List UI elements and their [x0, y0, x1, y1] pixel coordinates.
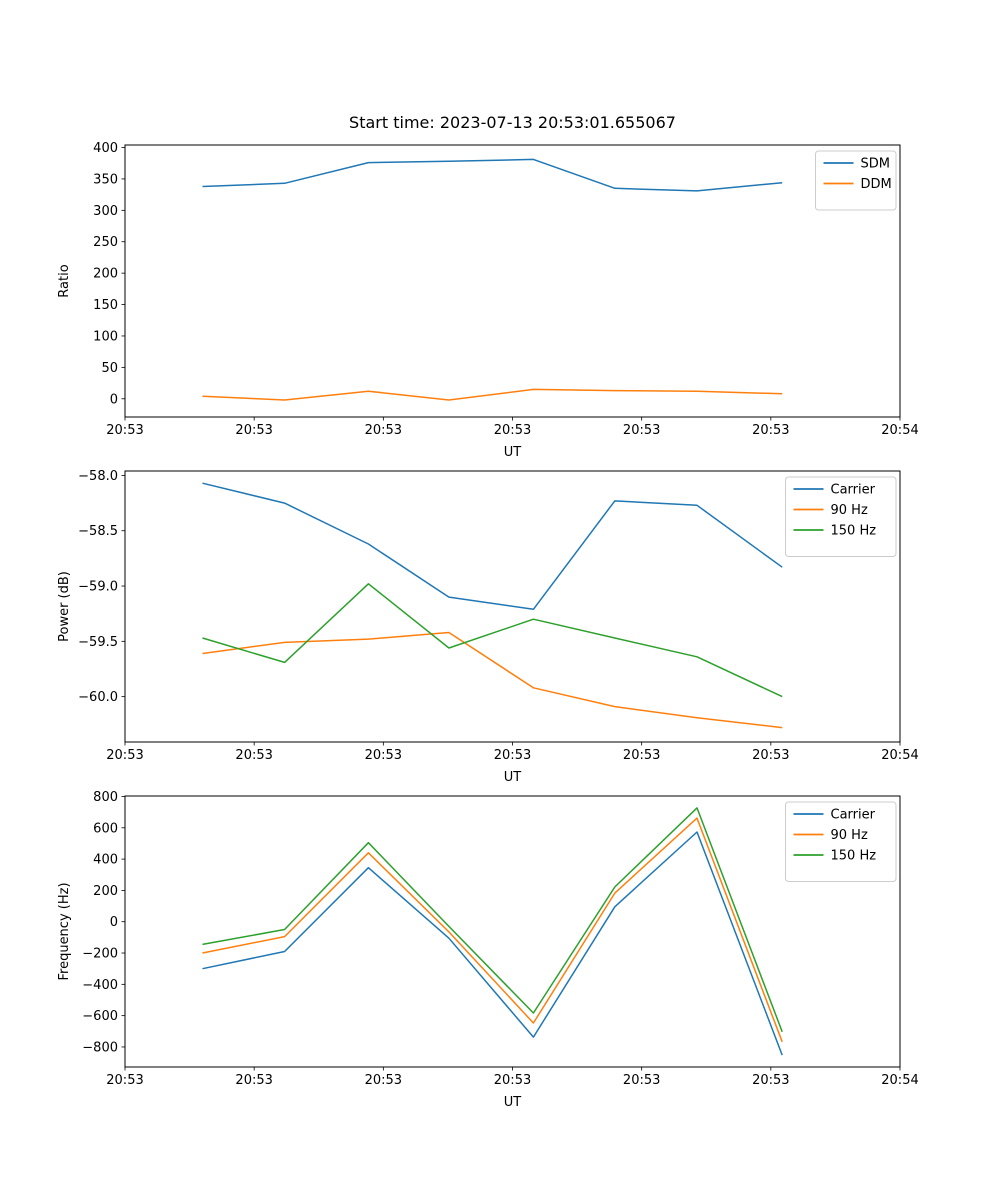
chart-1-x-ticklabel: 20:53 [365, 423, 402, 438]
chart-3-legend-label: Carrier [831, 808, 876, 823]
chart-3-x-ticklabel: 20:53 [623, 1073, 660, 1088]
chart-1-y-ticklabel: 0 [110, 392, 118, 407]
chart-1-y-ticklabel: 50 [101, 361, 118, 376]
chart-1-legend-label: SDM [861, 157, 890, 172]
chart-1-x-ticklabel: 20:53 [235, 423, 272, 438]
chart-3-y-ticklabel: 800 [93, 790, 118, 805]
chart-2-x-ticklabel: 20:53 [365, 748, 402, 763]
chart-2-legend-label: Carrier [831, 483, 876, 498]
chart-2-x-ticklabel: 20:53 [623, 748, 660, 763]
chart-2-x-ticklabel: 20:54 [881, 748, 918, 763]
chart-3-y-ticklabel: 600 [93, 821, 118, 836]
chart-2-series-150-hz [202, 583, 783, 698]
chart-2-series-carrier [202, 482, 783, 611]
chart-3-series-90-hz [202, 817, 783, 1043]
chart-2-y-ticklabel: −59.5 [78, 635, 118, 650]
chart-2-y-ticklabel: −58.0 [78, 469, 118, 484]
chart-3-y-ticklabel: 200 [93, 884, 118, 899]
chart-1-series-sdm [202, 158, 783, 192]
chart-3-x-ticklabel: 20:54 [881, 1073, 918, 1088]
chart-2-x-ticklabel: 20:53 [106, 748, 143, 763]
chart-2-xlabel: UT [504, 770, 522, 785]
chart-3-series-150-hz [202, 807, 783, 1033]
chart-2-legend-label: 150 Hz [831, 524, 877, 539]
chart-3-x-ticklabel: 20:53 [106, 1073, 143, 1088]
chart-2-legend-label: 90 Hz [831, 503, 868, 518]
chart-3-y-ticklabel: 400 [93, 853, 118, 868]
chart-1-y-ticklabel: 150 [93, 298, 118, 313]
chart-3-xlabel: UT [504, 1095, 522, 1110]
chart-3-y-ticklabel: −600 [82, 1009, 118, 1024]
chart-1-axes-frame [124, 144, 901, 418]
chart-2-x-ticklabel: 20:53 [235, 748, 272, 763]
chart-2-series-90-hz [202, 631, 783, 729]
chart-2-legend-box [785, 476, 897, 557]
chart-1-ylabel: Ratio [57, 264, 72, 297]
chart-1-xlabel: UT [504, 445, 522, 460]
chart-3-x-ticklabel: 20:53 [365, 1073, 402, 1088]
chart-1-y-ticklabel: 100 [93, 329, 118, 344]
figure-title: Start time: 2023-07-13 20:53:01.655067 [349, 113, 676, 132]
chart-3-series-carrier [202, 831, 783, 1056]
chart-3-axes-frame [124, 795, 901, 1068]
chart-1-x-ticklabel: 20:53 [623, 423, 660, 438]
chart-3-ylabel: Frequency (Hz) [57, 882, 72, 980]
chart-1-x-ticklabel: 20:53 [106, 423, 143, 438]
chart-3-x-ticklabel: 20:53 [752, 1073, 789, 1088]
chart-1-y-ticklabel: 400 [93, 141, 118, 156]
chart-3-x-ticklabel: 20:53 [235, 1073, 272, 1088]
chart-3-y-ticklabel: −200 [82, 947, 118, 962]
chart-2-ylabel: Power (dB) [57, 571, 72, 642]
chart-3-y-ticklabel: −400 [82, 978, 118, 993]
chart-1-y-ticklabel: 300 [93, 204, 118, 219]
chart-2-x-ticklabel: 20:53 [494, 748, 531, 763]
chart-1-legend-box [815, 150, 897, 211]
chart-2-x-ticklabel: 20:53 [752, 748, 789, 763]
chart-2-y-ticklabel: −59.0 [78, 580, 118, 595]
chart-3-y-ticklabel: 0 [110, 915, 118, 930]
chart-1-x-ticklabel: 20:54 [881, 423, 918, 438]
chart-3-y-ticklabel: −800 [82, 1040, 118, 1055]
chart-3-legend-label: 150 Hz [831, 849, 877, 864]
chart-2-y-ticklabel: −58.5 [78, 524, 118, 539]
chart-3-x-ticklabel: 20:53 [494, 1073, 531, 1088]
chart-1-y-ticklabel: 200 [93, 267, 118, 282]
chart-3-legend-box [785, 801, 897, 882]
chart-1-legend-label: DDM [861, 177, 892, 192]
chart-3-legend-label: 90 Hz [831, 828, 868, 843]
chart-1-series-ddm [202, 388, 783, 401]
chart-1-y-ticklabel: 350 [93, 172, 118, 187]
chart-1-y-ticklabel: 250 [93, 235, 118, 250]
chart-1-x-ticklabel: 20:53 [494, 423, 531, 438]
chart-2-y-ticklabel: −60.0 [78, 690, 118, 705]
chart-1-x-ticklabel: 20:53 [752, 423, 789, 438]
